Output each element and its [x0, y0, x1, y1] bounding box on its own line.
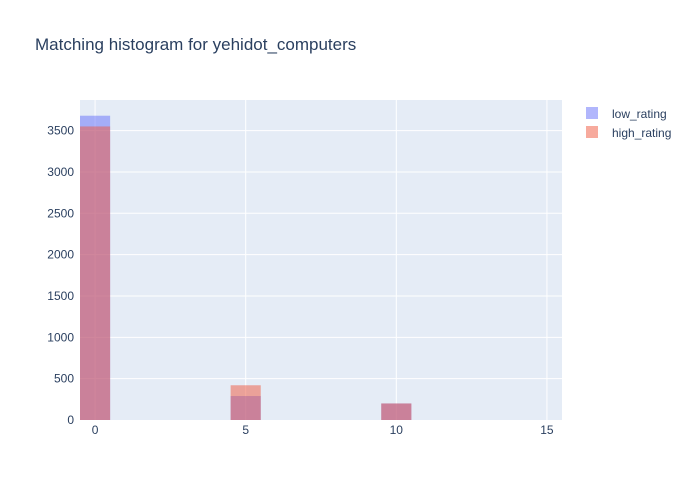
bar-high_rating-5[interactable]	[230, 385, 261, 420]
x-tick-label: 0	[92, 423, 99, 437]
y-tick-label: 500	[54, 372, 74, 386]
x-tick-label: 5	[242, 423, 249, 437]
bar-high_rating-10[interactable]	[381, 403, 412, 420]
legend-label-low_rating[interactable]: low_rating	[612, 107, 667, 121]
axis-tick-labels: 0 500 1000 1500 2000 2500 3000 3500 0 5 10 15	[47, 124, 554, 437]
legend: low_rating high_rating	[586, 107, 671, 140]
y-tick-label: 3500	[47, 124, 74, 138]
legend-swatch-low_rating[interactable]	[586, 107, 598, 119]
x-tick-label: 10	[390, 423, 404, 437]
chart-title: Matching histogram for yehidot_computers	[35, 35, 356, 54]
y-tick-label: 1500	[47, 289, 74, 303]
plot-area	[80, 100, 562, 420]
legend-swatch-high_rating[interactable]	[586, 126, 598, 138]
bar-high_rating-0[interactable]	[80, 126, 111, 420]
y-tick-label: 1000	[47, 330, 74, 344]
bars	[80, 115, 412, 420]
x-tick-label: 15	[540, 423, 554, 437]
y-tick-label: 2500	[47, 206, 74, 220]
y-tick-label: 2000	[47, 248, 74, 262]
y-tick-label: 3000	[47, 165, 74, 179]
y-tick-label: 0	[67, 413, 74, 427]
legend-label-high_rating[interactable]: high_rating	[612, 126, 671, 140]
